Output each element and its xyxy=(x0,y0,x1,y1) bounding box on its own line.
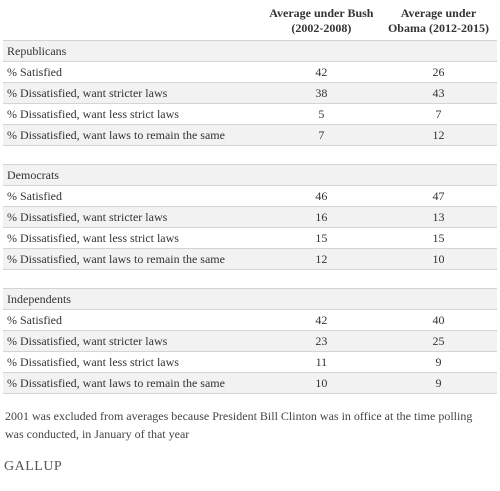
column-header: Average under Bush (2002-2008) xyxy=(262,4,380,41)
row-label: % Satisfied xyxy=(3,185,263,207)
section-blank xyxy=(262,288,380,310)
data-row: % Dissatisfied, want stricter laws 38 43 xyxy=(3,82,497,104)
row-label: % Satisfied xyxy=(3,61,263,83)
section-blank xyxy=(379,164,497,186)
source: GALLUP xyxy=(4,459,63,474)
value-cell: 40 xyxy=(379,309,497,331)
value-cell: 42 xyxy=(262,309,380,331)
data-row: % Dissatisfied, want less strict laws 15 1… xyxy=(3,227,497,249)
data-row: % Satisfied 46 47 xyxy=(3,185,497,207)
value-cell: 16 xyxy=(262,206,380,228)
row-label: % Satisfied xyxy=(3,309,263,331)
section-blank xyxy=(379,40,497,62)
data-row: % Dissatisfied, want less strict laws 5 7 xyxy=(3,103,497,125)
value-cell: 10 xyxy=(262,372,380,394)
value-cell: 15 xyxy=(262,227,380,249)
section-row: Democrats xyxy=(3,164,497,186)
value-cell: 12 xyxy=(379,124,497,146)
row-label: % Dissatisfied, want laws to remain the … xyxy=(3,248,263,270)
value-cell: 9 xyxy=(379,351,497,373)
value-cell: 10 xyxy=(379,248,497,270)
section-row: Independents xyxy=(3,288,497,310)
section-title: Democrats xyxy=(3,164,263,186)
data-row: % Dissatisfied, want laws to remain the … xyxy=(3,372,497,394)
value-cell: 42 xyxy=(262,61,380,83)
spacer-cell xyxy=(3,145,497,165)
data-row: % Dissatisfied, want laws to remain the … xyxy=(3,248,497,270)
row-label: % Dissatisfied, want stricter laws xyxy=(3,82,263,104)
row-label: % Dissatisfied, want less strict laws xyxy=(3,227,263,249)
value-cell: 25 xyxy=(379,330,497,352)
value-cell: 15 xyxy=(379,227,497,249)
value-cell: 38 xyxy=(262,82,380,104)
spacer-row xyxy=(3,269,497,289)
row-label: % Dissatisfied, want less strict laws xyxy=(3,103,263,125)
data-row: % Dissatisfied, want stricter laws 23 25 xyxy=(3,330,497,352)
value-cell: 7 xyxy=(379,103,497,125)
data-row: % Dissatisfied, want stricter laws 16 13 xyxy=(3,206,497,228)
value-cell: 47 xyxy=(379,185,497,207)
footnote: 2001 was excluded from averages because … xyxy=(5,409,473,441)
value-cell: 23 xyxy=(262,330,380,352)
value-cell: 13 xyxy=(379,206,497,228)
row-label: % Dissatisfied, want stricter laws xyxy=(3,206,263,228)
value-cell: 5 xyxy=(262,103,380,125)
section-row: Republicans xyxy=(3,40,497,62)
value-cell: 12 xyxy=(262,248,380,270)
section-blank xyxy=(262,40,380,62)
section-blank xyxy=(379,288,497,310)
value-cell: 11 xyxy=(262,351,380,373)
data-row: % Dissatisfied, want laws to remain the … xyxy=(3,124,497,146)
value-cell: 9 xyxy=(379,372,497,394)
section-blank xyxy=(262,164,380,186)
data-table: Average under Bush (2002-2008) Average un… xyxy=(3,4,497,394)
data-row: % Satisfied 42 26 xyxy=(3,61,497,83)
row-label: % Dissatisfied, want laws to remain the … xyxy=(3,124,263,146)
section-title: Republicans xyxy=(3,40,263,62)
value-cell: 26 xyxy=(379,61,497,83)
spacer-cell xyxy=(3,269,497,289)
row-label: % Dissatisfied, want stricter laws xyxy=(3,330,263,352)
header-spacer xyxy=(3,4,263,41)
value-cell: 7 xyxy=(262,124,380,146)
header-row: Average under Bush (2002-2008) Average un… xyxy=(3,4,497,41)
spacer-row xyxy=(3,145,497,165)
data-row: % Satisfied 42 40 xyxy=(3,309,497,331)
row-label: % Dissatisfied, want less strict laws xyxy=(3,351,263,373)
section-title: Independents xyxy=(3,288,263,310)
value-cell: 43 xyxy=(379,82,497,104)
data-row: % Dissatisfied, want less strict laws 11 9 xyxy=(3,351,497,373)
value-cell: 46 xyxy=(262,185,380,207)
column-header: Average under Obama (2012-2015) xyxy=(379,4,497,41)
row-label: % Dissatisfied, want laws to remain the … xyxy=(3,372,263,394)
